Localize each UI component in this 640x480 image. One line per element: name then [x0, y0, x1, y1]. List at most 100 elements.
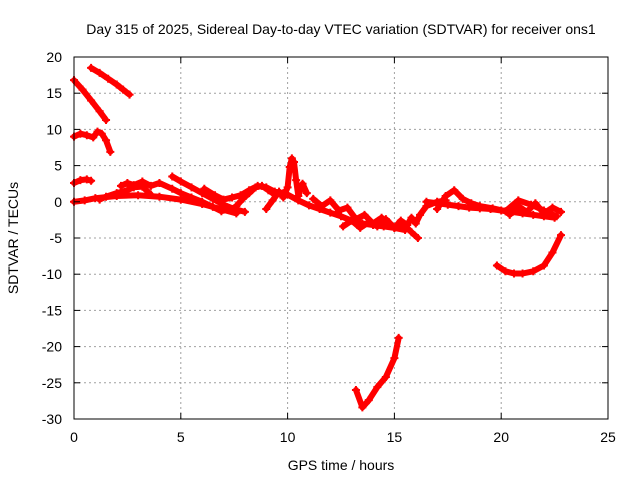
data-point — [138, 177, 147, 186]
data-point — [112, 189, 121, 198]
data-point — [245, 189, 254, 198]
data-point — [475, 202, 484, 211]
data-point — [290, 157, 299, 166]
data-point — [351, 386, 360, 395]
data-point — [422, 197, 431, 206]
data-point — [557, 207, 566, 216]
y-tick-label: 10 — [46, 121, 62, 137]
data-point — [381, 215, 390, 224]
data-point — [93, 127, 102, 136]
data-point — [82, 175, 91, 184]
data-point — [104, 74, 113, 83]
data-point — [364, 218, 373, 227]
data-point — [501, 267, 510, 276]
data-point — [539, 209, 548, 218]
data-point — [168, 172, 177, 181]
data-point — [78, 85, 87, 94]
grid — [73, 56, 609, 420]
series-arc-20 — [493, 232, 564, 277]
data-point — [298, 179, 307, 188]
data-point — [347, 216, 356, 225]
y-tick-label: -25 — [42, 375, 62, 391]
data-point — [116, 181, 125, 190]
data-point — [356, 223, 365, 232]
data-point — [413, 234, 422, 242]
data-point — [317, 202, 326, 211]
data-point — [210, 191, 219, 200]
data-point — [146, 190, 155, 199]
data-point — [268, 196, 277, 205]
data-point — [390, 223, 399, 232]
data-point — [87, 176, 96, 185]
data-point — [232, 202, 241, 211]
data-point — [539, 261, 548, 270]
y-tick-label: -20 — [42, 339, 62, 355]
data-point — [373, 222, 382, 231]
data-point — [251, 183, 260, 192]
data-point — [337, 212, 345, 221]
data-point — [123, 186, 132, 195]
data-point — [360, 210, 369, 219]
data-point — [510, 269, 519, 278]
y-tick-label: 0 — [54, 194, 62, 210]
data-point — [381, 373, 390, 382]
data-point — [89, 133, 98, 142]
data-point — [125, 90, 134, 99]
data-point — [334, 206, 343, 215]
data-point — [292, 176, 301, 185]
y-tick-label: 20 — [46, 49, 62, 65]
data-point — [304, 201, 313, 210]
data-point — [326, 196, 335, 205]
data-point — [217, 207, 226, 216]
data-point — [176, 189, 185, 198]
data-point — [416, 210, 425, 219]
series-arc-13 — [310, 195, 394, 227]
data-point — [275, 187, 284, 196]
data-point — [200, 184, 209, 193]
data-point — [505, 210, 514, 219]
data-point — [155, 178, 164, 187]
data-point — [80, 196, 89, 205]
data-point — [358, 403, 367, 412]
data-point — [238, 194, 247, 203]
data-point — [97, 129, 106, 138]
data-point — [285, 163, 294, 172]
data-point — [283, 190, 292, 199]
data-point — [390, 354, 399, 363]
data-point — [95, 195, 104, 204]
data-point — [198, 197, 207, 206]
data-point — [257, 181, 266, 190]
data-point — [339, 222, 348, 231]
data-point — [552, 212, 561, 221]
data-point — [219, 195, 228, 204]
data-point — [87, 63, 96, 72]
data-point — [514, 202, 523, 211]
x-axis-label: GPS time / hours — [288, 457, 395, 473]
y-tick-label: -15 — [42, 302, 62, 318]
data-point — [557, 231, 566, 240]
data-point — [240, 207, 249, 216]
y-tick-label: 15 — [46, 85, 62, 101]
data-point — [433, 205, 442, 214]
data-point — [492, 261, 501, 270]
data-point — [123, 178, 132, 187]
x-tick-label: 10 — [280, 429, 296, 445]
data-point — [187, 193, 196, 202]
data-point — [106, 147, 115, 156]
data-point — [112, 80, 121, 89]
data-point — [76, 129, 85, 138]
data-point — [529, 210, 538, 219]
data-point — [548, 203, 557, 212]
data-point — [264, 186, 273, 195]
data-point — [396, 216, 405, 225]
y-tick-label: 5 — [54, 158, 62, 174]
data-point — [302, 189, 311, 198]
data-point — [531, 199, 540, 208]
data-point — [407, 213, 416, 222]
data-point — [407, 228, 416, 237]
y-axis-label: SDTVAR / TECUs — [5, 182, 21, 294]
data-point — [102, 136, 111, 145]
data-point — [373, 383, 382, 392]
data-point — [134, 191, 143, 200]
